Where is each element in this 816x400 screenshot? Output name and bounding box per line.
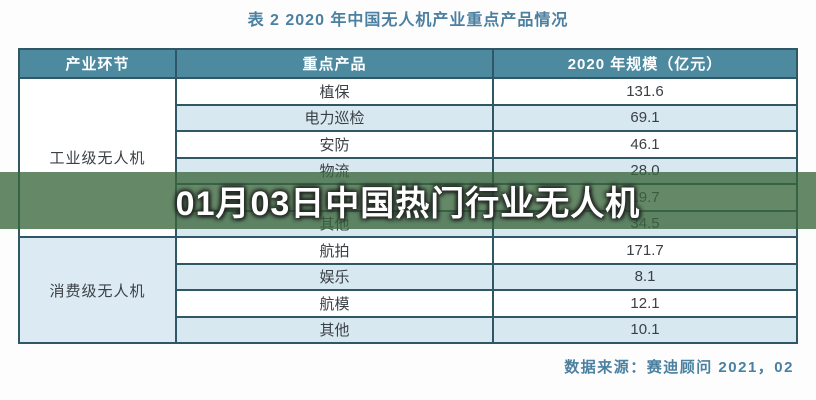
table-row: 工业级无人机 植保 131.6: [18, 77, 798, 238]
section-consumer-drones: 消费级无人机 航拍 171.7 娱乐 8.1 航模 12.1 其他 10.1: [18, 236, 798, 344]
product-cell: 航模: [175, 289, 494, 318]
table-row: 电力巡检 69.1: [19, 103, 798, 132]
headline-watermark-banner: 01月03日中国热门行业无人机: [0, 172, 816, 229]
table-caption: 表 2 2020 年中国无人机产业重点产品情况: [247, 12, 569, 29]
category-cell-consumer: 消费级无人机: [18, 236, 177, 344]
product-cell: 航拍: [175, 236, 494, 265]
product-cell: 安防: [175, 130, 494, 159]
value-cell: 12.1: [492, 289, 798, 318]
column-header-2020-scale: 2020 年规模（亿元）: [492, 48, 798, 79]
table-row: 安防 46.1: [19, 130, 798, 159]
product-cell: 其他: [175, 315, 494, 344]
product-cell: 电力巡检: [175, 103, 494, 132]
headline-watermark-text: 01月03日中国热门行业无人机: [175, 185, 641, 223]
table-row: 航模 12.1: [19, 289, 798, 318]
table-row: 娱乐 8.1: [19, 262, 798, 291]
value-cell: 8.1: [492, 262, 798, 291]
table-row: 其他 10.1: [19, 315, 798, 344]
value-cell: 46.1: [492, 130, 798, 159]
value-cell: 10.1: [492, 315, 798, 344]
value-cell: 131.6: [492, 77, 798, 106]
column-header-key-product: 重点产品: [175, 48, 494, 79]
value-cell: 69.1: [492, 103, 798, 132]
data-source-note: 数据来源：赛迪顾问 2021，02: [564, 359, 794, 376]
product-cell: 植保: [175, 77, 494, 106]
column-header-industry-segment: 产业环节: [18, 48, 177, 79]
value-cell: 171.7: [492, 236, 798, 265]
table-row: 消费级无人机 航拍 171.7: [18, 236, 798, 344]
product-cell: 娱乐: [175, 262, 494, 291]
table-header-row: 产业环节 重点产品 2020 年规模（亿元）: [18, 48, 798, 79]
